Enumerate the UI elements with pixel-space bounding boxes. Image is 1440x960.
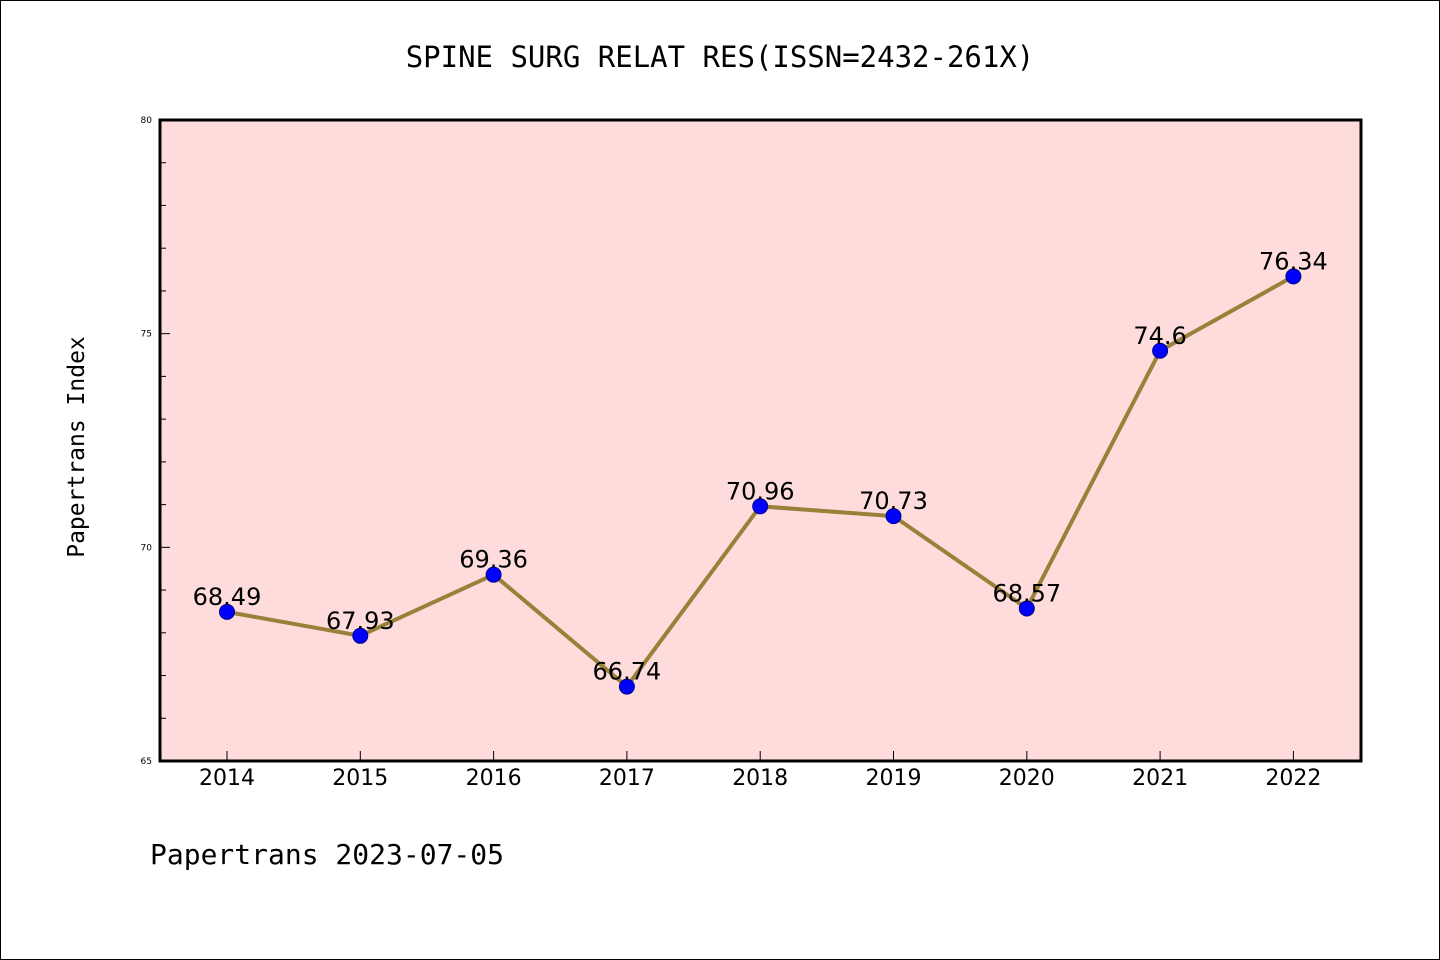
y-tick-label: 80 [141,116,153,126]
x-tick-label: 2014 [199,766,255,791]
data-point-marker [1152,342,1169,359]
x-tick-label: 2022 [1265,766,1321,791]
x-tick-label: 2021 [1132,766,1188,791]
data-label: 69.36 [459,546,528,574]
y-tick-label: 75 [141,330,152,340]
chart-title: SPINE SURG RELAT RES(ISSN=2432-261X) [406,40,1035,74]
x-tick-label: 2019 [866,766,922,791]
data-label: 68.49 [193,583,262,611]
y-tick-label: 70 [141,543,153,553]
data-point-marker [352,627,369,644]
x-tick-label: 2020 [999,766,1055,791]
data-point-marker [1018,600,1035,617]
plot-border [158,118,1363,763]
x-tick-label: 2018 [732,766,788,791]
data-point-marker [885,508,902,525]
x-tick-label: 2015 [332,766,388,791]
data-point-marker [1285,268,1302,285]
data-point-marker [618,678,635,695]
y-axis-label: Papertrans Index [64,336,90,558]
footer-credit: Papertrans 2023-07-05 [150,838,504,871]
data-point-marker [752,498,769,515]
data-label: 70.73 [859,487,928,515]
data-labels-layer: 68.49 67.93 69.36 66.74 70.96 70.73 68.57 74.6 7… [193,247,1328,685]
markers-layer [219,268,1302,695]
data-label: 76.34 [1259,247,1328,275]
data-label: 68.57 [992,579,1061,607]
x-axis-ticks: 2014 2015 2016 2017 2018 2019 2020 2021 2022 [199,751,1321,791]
data-label: 70.96 [726,477,795,505]
data-point-marker [485,566,502,583]
data-label: 67.93 [326,607,395,635]
data-point-marker [219,603,235,620]
y-tick-label: 65 [141,757,152,767]
x-tick-label: 2017 [599,766,655,791]
data-label: 74.6 [1133,322,1186,350]
data-label: 66.74 [593,658,662,686]
x-tick-label: 2016 [466,766,522,791]
plot-area [160,120,1361,761]
